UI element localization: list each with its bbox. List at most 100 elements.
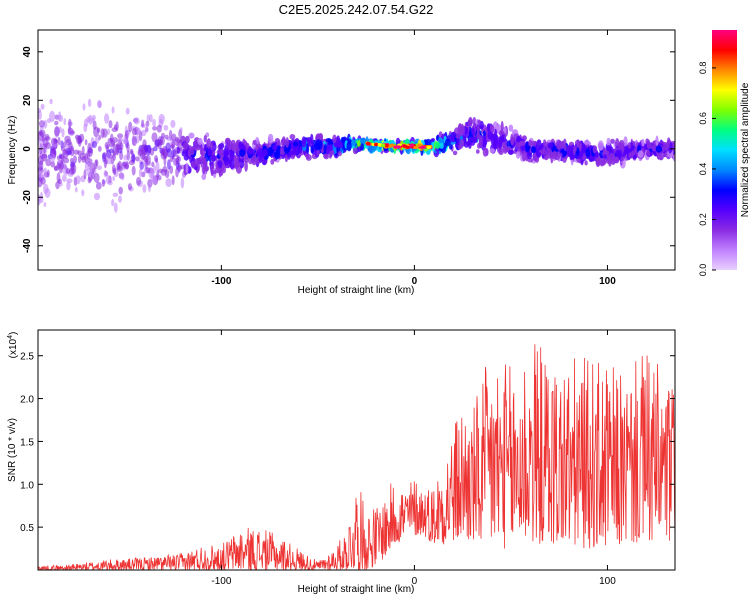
spectrogram-cell: [43, 167, 48, 177]
snr-y-tick-label: 2.5: [20, 352, 34, 363]
spectrogram-cell: [65, 168, 71, 174]
spectrogram-cell: [97, 99, 102, 108]
spectrogram-cell: [289, 134, 296, 140]
spectrogram-cell: [610, 138, 615, 144]
spectrogram-peak-cell: [381, 143, 386, 148]
spectrogram-cell: [98, 134, 101, 141]
spectrogram-cell: [77, 154, 82, 164]
spectrogram-cell: [503, 144, 508, 154]
spectrogram-cell: [109, 148, 114, 154]
spectrogram-cell: [117, 137, 124, 143]
spectrogram-cell: [482, 147, 488, 157]
spectrogram-cell: [86, 116, 91, 123]
spectrogram-cell: [576, 147, 580, 157]
spectrogram-cell: [175, 167, 179, 178]
spectrogram-cell: [66, 178, 73, 183]
spectrogram-cell: [170, 119, 176, 128]
spectrogram-cell: [284, 155, 288, 163]
spectrogram-cell: [573, 146, 576, 156]
spectrogram-cell: [188, 132, 195, 139]
spectrogram-cell: [292, 141, 299, 147]
spectrogram-cell: [223, 151, 230, 156]
spectrogram-cell: [468, 116, 473, 128]
spectrogram-cell: [87, 176, 92, 184]
spectrogram-cell: [58, 178, 62, 184]
spectrogram-cell: [510, 133, 514, 146]
spectrogram-cell: [655, 135, 659, 147]
spectrogram-cell: [305, 154, 312, 161]
spectrogram-cell: [609, 152, 614, 160]
spectrogram-cell: [239, 159, 245, 169]
spectrogram-cell: [350, 141, 355, 147]
spectrogram-cell: [146, 114, 150, 122]
spectrogram-cell: [202, 162, 206, 175]
spectrogram-peak-cell: [426, 145, 432, 149]
spectrogram-cell: [93, 172, 100, 183]
colorbar-gradient: [712, 30, 737, 270]
spectrogram-cell: [113, 124, 118, 130]
spectrogram-x-tick-label: -100: [211, 276, 231, 287]
spectrogram-cell: [531, 145, 535, 153]
snr-x-axis-label: Height of straight line (km): [298, 584, 415, 595]
spectrogram-cell: [104, 141, 110, 149]
spectrogram-cell: [51, 153, 55, 163]
spectrogram-cell: [204, 143, 208, 152]
spectrogram-cell: [131, 127, 137, 136]
spectrogram-peak-cell: [396, 145, 401, 149]
spectrogram-cell: [74, 186, 78, 193]
spectrogram-cell: [118, 186, 123, 195]
snr-frame: [37, 329, 676, 571]
spectrogram-cell: [175, 138, 181, 143]
spectrogram-cell: [492, 137, 497, 147]
spectrogram-cell: [594, 151, 599, 158]
spectrogram-cell: [235, 162, 241, 168]
spectrogram-cell: [62, 141, 67, 148]
spectrogram-cell: [201, 157, 207, 164]
spectrogram-cell: [360, 143, 364, 151]
spectrogram-cell: [194, 158, 200, 168]
spectrogram-cell: [210, 163, 214, 175]
spectrogram-cell: [581, 147, 585, 154]
spectrogram-cell: [45, 142, 51, 149]
spectrogram-cell: [472, 117, 477, 126]
spectrogram-cell: [262, 148, 268, 157]
spectrogram-cell: [498, 138, 502, 150]
spectrogram-cell: [152, 118, 157, 128]
spectrogram-cell: [97, 145, 102, 152]
spectrogram-cell: [272, 145, 278, 151]
spectrogram-cell: [144, 144, 148, 153]
spectrogram-cell: [299, 145, 302, 154]
spectrogram-cell: [45, 158, 52, 167]
spectrogram-cell: [489, 148, 495, 154]
spectrogram-cell: [54, 166, 58, 172]
spectrogram-cell: [508, 124, 514, 132]
spectrogram-cell: [147, 184, 151, 192]
spectrogram-cell: [615, 149, 621, 158]
spectrogram-cell: [597, 140, 604, 151]
spectrogram-y-tick-label: 0: [22, 146, 33, 152]
spectrogram-cell: [182, 141, 189, 151]
spectrogram-cell: [143, 155, 149, 163]
spectrogram-cell: [41, 136, 45, 142]
spectrogram-cell: [183, 153, 189, 161]
spectrogram-x-tick-label: 0: [412, 276, 418, 287]
spectrogram-cell: [138, 168, 143, 178]
spectrogram-cell: [445, 138, 451, 147]
spectrogram-cell: [156, 124, 162, 133]
spectrogram-cell: [44, 136, 51, 141]
spectrogram-cell: [113, 202, 118, 213]
spectrogram-cell: [77, 150, 82, 156]
spectrogram-cell: [595, 158, 601, 168]
spectrogram-cell: [614, 156, 620, 164]
colorbar-tick-label: 0.2: [698, 213, 708, 226]
colorbar-tick-label: 0.4: [698, 163, 708, 176]
spectrogram-cell: [217, 160, 223, 169]
spectrogram-cell: [218, 143, 225, 149]
spectrogram-cell: [128, 121, 133, 133]
spectrogram-peak-cell: [421, 145, 426, 149]
spectrogram-cell: [96, 165, 102, 170]
spectrogram-cell: [325, 147, 330, 155]
spectrogram-cell: [38, 160, 44, 171]
snr-axis-ticks: -100 0 100 0.5 1.0 1.5 2.0 2.5: [20, 330, 675, 587]
spectrogram-cell: [155, 161, 160, 172]
